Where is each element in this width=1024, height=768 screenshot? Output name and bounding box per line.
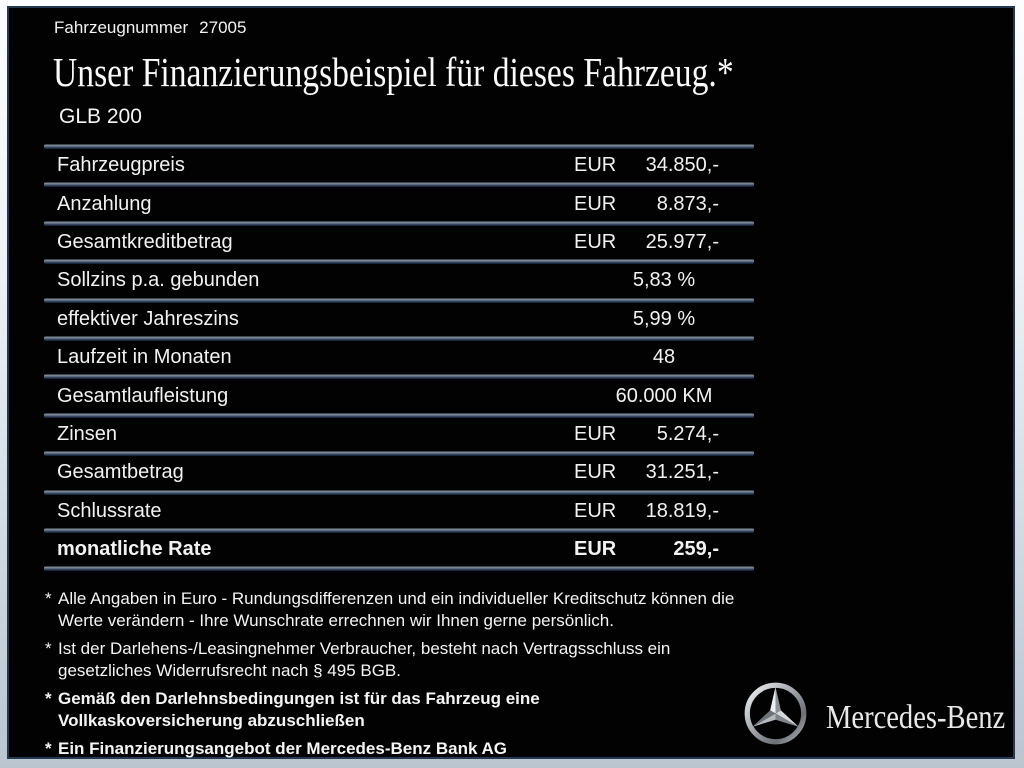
- row-divider: [44, 374, 754, 380]
- footnote-marker: *: [45, 739, 52, 758]
- row-divider: [44, 297, 754, 303]
- row-label: Zinsen: [57, 422, 118, 445]
- footnotes: * Alle Angaben in Euro - Rundungsdifferen…: [45, 588, 761, 766]
- content-area: Fahrzeugnummer 27005 Unser Finanzierungs…: [7, 6, 1015, 759]
- currency-label: EUR: [574, 538, 617, 561]
- row-label: Laufzeit in Monaten: [57, 346, 232, 369]
- footnote-text: Gemäß den Darlehnsbedingungen ist für da…: [58, 689, 540, 730]
- footnote: * Ein Finanzierungsangebot der Mercedes-B…: [45, 738, 761, 760]
- vehicle-model: GLB 200: [59, 105, 142, 128]
- currency-label: EUR: [574, 192, 617, 215]
- footnote-text: Alle Angaben in Euro - Rundungsdifferenz…: [58, 589, 735, 630]
- row-label: Gesamtlaufleistung: [57, 384, 229, 407]
- row-value: 5,83 %: [632, 269, 696, 292]
- table-row: Gesamtkreditbetrag EUR 25.977,-: [44, 226, 754, 259]
- row-divider: [44, 220, 754, 226]
- row-label: effektiver Jahreszins: [57, 307, 239, 330]
- row-divider: [44, 412, 754, 418]
- currency-label: EUR: [574, 499, 617, 522]
- footnote-text: Ist der Darlehens-/Leasingnehmer Verbrau…: [58, 639, 671, 680]
- footnote: * Ist der Darlehens-/Leasingnehmer Verbra…: [45, 638, 761, 682]
- row-divider: [44, 182, 754, 188]
- row-value: 8.873,-: [656, 192, 719, 215]
- row-value: 18.819,-: [645, 499, 719, 522]
- row-value: 31.251,-: [645, 461, 719, 484]
- row-divider: [44, 489, 754, 495]
- row-value: 34.850,-: [645, 154, 719, 177]
- row-divider: [44, 259, 754, 265]
- table-row: Anzahlung EUR 8.873,-: [44, 187, 754, 220]
- row-divider: [44, 527, 754, 533]
- table-row: Schlussrate EUR 18.819,-: [44, 495, 754, 528]
- footnote: * Alle Angaben in Euro - Rundungsdifferen…: [45, 588, 761, 632]
- table-row: Zinsen EUR 5.274,-: [44, 418, 754, 451]
- row-label: Gesamtkreditbetrag: [57, 230, 233, 253]
- table-row: Sollzins p.a. gebunden 5,83 %: [44, 264, 754, 297]
- row-value: 60.000 KM: [615, 384, 713, 407]
- currency-label: EUR: [574, 154, 617, 177]
- row-value: 48: [652, 346, 676, 369]
- vehicle-number: Fahrzeugnummer 27005: [54, 18, 246, 38]
- table-row: monatliche Rate EUR 259,-: [44, 533, 754, 566]
- vehicle-number-label: Fahrzeugnummer: [54, 18, 189, 37]
- row-divider: [44, 335, 754, 341]
- footnote-marker: *: [45, 689, 52, 708]
- currency-label: EUR: [574, 461, 617, 484]
- brand-logo-area: Mercedes-Benz: [742, 680, 1024, 747]
- footnote-marker: *: [45, 639, 52, 658]
- row-value: 259,-: [673, 538, 719, 561]
- row-label: Sollzins p.a. gebunden: [57, 269, 260, 292]
- row-label: Anzahlung: [57, 192, 152, 215]
- row-divider: [44, 144, 754, 149]
- row-divider: [44, 566, 754, 572]
- footnote: * Gemäß den Darlehnsbedingungen ist für d…: [45, 688, 761, 732]
- page-title: Unser Finanzierungsbeispiel für dieses F…: [53, 49, 734, 95]
- row-label: Fahrzeugpreis: [57, 154, 185, 177]
- row-value: 5.274,-: [656, 422, 719, 445]
- table-row: Laufzeit in Monaten 48: [44, 341, 754, 374]
- brand-name: Mercedes-Benz: [826, 698, 1006, 736]
- row-value: 5,99 %: [632, 307, 696, 330]
- footnote-marker: *: [45, 589, 52, 608]
- row-label: Gesamtbetrag: [57, 461, 184, 484]
- mercedes-star-icon: [744, 682, 807, 745]
- table-row: Gesamtlaufleistung 60.000 KM: [44, 379, 754, 412]
- footnote-text: Ein Finanzierungsangebot der Mercedes-Be…: [58, 739, 508, 758]
- row-value: 25.977,-: [645, 230, 719, 253]
- row-divider: [44, 451, 754, 457]
- currency-label: EUR: [574, 230, 617, 253]
- row-label: Schlussrate: [57, 499, 162, 522]
- row-label: monatliche Rate: [57, 538, 212, 561]
- financing-table: Fahrzeugpreis EUR 34.850,- Anzahlung EUR 8.87…: [44, 144, 754, 572]
- table-row: effektiver Jahreszins 5,99 %: [44, 303, 754, 336]
- table-row: Fahrzeugpreis EUR 34.850,-: [44, 149, 754, 182]
- table-row: Gesamtbetrag EUR 31.251,-: [44, 456, 754, 489]
- vehicle-number-value: 27005: [199, 18, 247, 37]
- currency-label: EUR: [574, 422, 617, 445]
